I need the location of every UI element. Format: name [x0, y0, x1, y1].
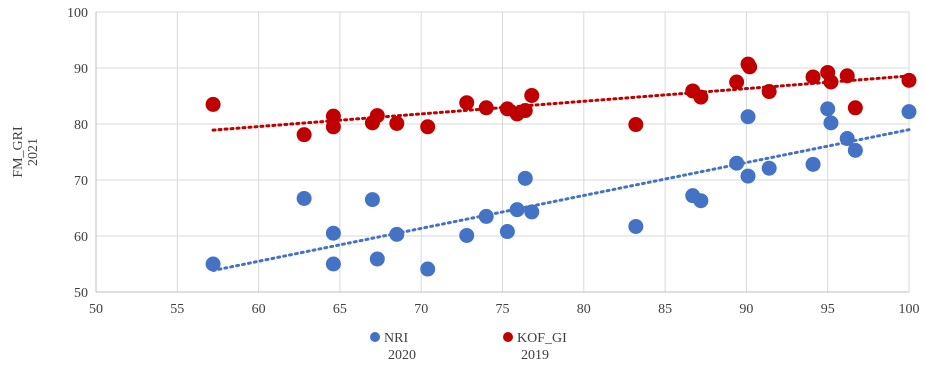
data-point-series-2: [761, 84, 777, 100]
x-tick-label: 75: [496, 302, 510, 317]
y-axis-label-line: FM_GRI: [11, 126, 26, 178]
data-point-series-2: [823, 74, 839, 90]
data-point-series-2: [524, 87, 540, 103]
data-point-series-1: [740, 168, 756, 184]
data-point-series-1: [389, 226, 405, 242]
legend-marker-series-2: [503, 332, 513, 342]
data-point-series-1: [820, 101, 836, 117]
data-point-series-1: [517, 170, 533, 186]
label-layer: 50 55 60 65 70 75 80 85 90 95 100 50 60 70 80 90 100 FM_G…: [11, 6, 920, 317]
data-point-series-1: [364, 192, 380, 208]
data-point-series-2: [847, 100, 863, 116]
data-point-series-2: [805, 69, 821, 85]
y-tick-label: 90: [74, 62, 88, 77]
x-tick-label: 60: [252, 302, 266, 317]
data-point-series-1: [847, 142, 863, 158]
y-axis-label-line: 2021: [26, 138, 41, 166]
y-tick-label: 100: [67, 6, 88, 21]
legend-label-line: NRI: [384, 331, 408, 346]
x-tick-label: 55: [170, 302, 184, 317]
legend-label-series-2: KOF_GI 2019: [517, 331, 567, 363]
legend-marker-series-1: [370, 332, 380, 342]
data-point-series-1: [478, 208, 494, 224]
data-point-series-2: [205, 96, 221, 112]
data-point-series-2: [839, 68, 855, 84]
y-axis-label: FM_GRI2021: [11, 126, 41, 178]
data-point-series-1: [823, 115, 839, 131]
legend: NRI 2020 KOF_GI 2019: [370, 331, 567, 363]
y-tick-label: 70: [74, 174, 88, 189]
data-point-series-1: [420, 261, 436, 277]
data-point-series-1: [628, 218, 644, 234]
legend-label-line: KOF_GI: [517, 331, 567, 346]
trendline-layer: [211, 74, 911, 272]
points-layer: [205, 56, 917, 277]
y-tick-label: 80: [74, 118, 88, 133]
data-point-series-1: [296, 190, 312, 206]
data-point-series-2: [478, 100, 494, 116]
data-point-series-2: [369, 108, 385, 124]
x-tick-label: 65: [333, 302, 347, 317]
y-tick-label: 50: [74, 286, 88, 301]
data-point-series-1: [805, 156, 821, 172]
data-point-series-2: [389, 115, 405, 131]
x-tick-label: 95: [821, 302, 835, 317]
data-point-series-2: [517, 103, 533, 119]
trendline-series-1: [211, 128, 911, 272]
data-point-series-1: [369, 251, 385, 267]
data-point-series-2: [742, 59, 758, 75]
data-point-series-1: [499, 224, 515, 240]
data-point-series-1: [459, 227, 475, 243]
data-point-series-2: [901, 72, 917, 88]
data-point-series-2: [628, 117, 644, 133]
data-point-series-1: [740, 109, 756, 125]
x-tick-label: 50: [89, 302, 103, 317]
data-point-series-1: [839, 131, 855, 147]
y-tick-label: 60: [74, 230, 88, 245]
trendline-series-2: [211, 74, 911, 132]
data-point-series-2: [420, 119, 436, 135]
data-point-series-2: [325, 108, 341, 124]
data-point-series-2: [693, 89, 709, 105]
x-tick-label: 100: [899, 302, 920, 317]
data-point-series-1: [901, 104, 917, 120]
data-point-series-2: [459, 95, 475, 111]
data-point-series-2: [296, 127, 312, 143]
legend-label-line: 2020: [388, 348, 416, 363]
x-tick-label: 80: [577, 302, 591, 317]
grid-layer: [95, 11, 910, 293]
x-tick-label: 70: [414, 302, 428, 317]
data-point-series-1: [761, 160, 777, 176]
axes-layer: [95, 12, 909, 293]
data-point-series-2: [325, 119, 341, 135]
data-point-series-1: [509, 202, 525, 218]
data-point-series-1: [325, 225, 341, 241]
x-tick-label: 85: [658, 302, 672, 317]
data-point-series-1: [325, 256, 341, 272]
x-tick-label: 90: [739, 302, 753, 317]
data-point-series-1: [693, 193, 709, 209]
data-point-series-1: [729, 155, 745, 171]
data-point-series-1: [205, 256, 221, 272]
legend-label-line: 2019: [521, 348, 549, 363]
data-point-series-1: [524, 204, 540, 220]
data-point-series-2: [729, 74, 745, 90]
legend-label-series-1: NRI 2020: [384, 331, 416, 363]
